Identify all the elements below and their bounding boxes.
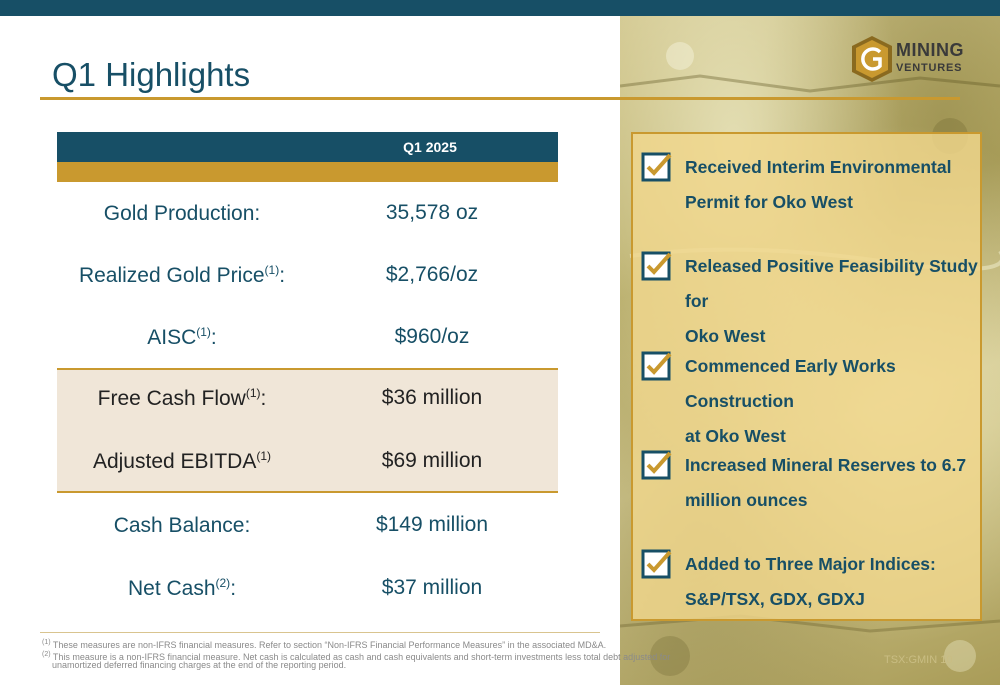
row-value-aisc: $960/oz [394, 325, 470, 348]
checkbox-checked-icon [641, 251, 672, 281]
footnote-divider [40, 632, 600, 633]
table-shaded-block [57, 368, 558, 493]
top-bar [0, 0, 1000, 16]
row-value-realized-gold-price: $2,766/oz [385, 263, 479, 286]
page-title: Q1 Highlights [52, 56, 251, 93]
checkbox-checked-icon [641, 152, 672, 182]
row-value-adjusted-ebitda: $69 million [381, 449, 483, 472]
row-label-cash-balance: Cash Balance: [113, 514, 251, 537]
row-label-aisc: AISC(1): [147, 325, 217, 349]
footnote-2-continued: unamortized deferred financing charges a… [52, 660, 347, 670]
gmin-logo-icon [852, 36, 892, 82]
highlight-text: Received Interim Environmental Permit for… [685, 157, 952, 212]
row-value-gold-production: 35,578 oz [385, 201, 479, 224]
row-label-net-cash: Net Cash(2): [127, 576, 237, 600]
row-value-free-cash-flow: $36 million [381, 386, 483, 409]
row-value-cash-balance: $149 million [375, 513, 489, 536]
footnote-2: (2) This measure is a non-IFRS financial… [42, 651, 671, 662]
checkbox-checked-icon [641, 549, 672, 579]
highlight-text: Commenced Early Works Construction at Oko… [685, 356, 896, 446]
highlight-text: Added to Three Major Indices: S&P/TSX, GD… [685, 554, 936, 609]
checkbox-checked-icon [641, 351, 672, 381]
row-label-realized-gold-price: Realized Gold Price(1): [78, 263, 286, 287]
table-column-header: Q1 2025 [403, 139, 457, 155]
ticker-page-number: TSX:GMIN 10 [884, 654, 953, 666]
footnote-1: (1) These measures are non-IFRS financia… [42, 639, 607, 650]
highlight-text: Released Positive Feasibility Study for O… [685, 256, 978, 346]
row-label-gold-production: Gold Production: [103, 202, 261, 225]
row-label-free-cash-flow: Free Cash Flow(1): [97, 386, 267, 410]
table-header-accent [57, 162, 558, 182]
checkbox-checked-icon [641, 450, 672, 480]
highlights-panel [631, 132, 982, 621]
title-divider [40, 97, 960, 100]
table-header-bar [57, 132, 558, 162]
highlight-text: Increased Mineral Reserves to 6.7 million… [685, 455, 967, 510]
logo-text-ventures: VENTURES [896, 62, 963, 74]
row-value-net-cash: $37 million [381, 576, 483, 599]
row-label-adjusted-ebitda: Adjusted EBITDA(1) [92, 449, 272, 473]
logo-text-mining: MINING [896, 40, 964, 60]
